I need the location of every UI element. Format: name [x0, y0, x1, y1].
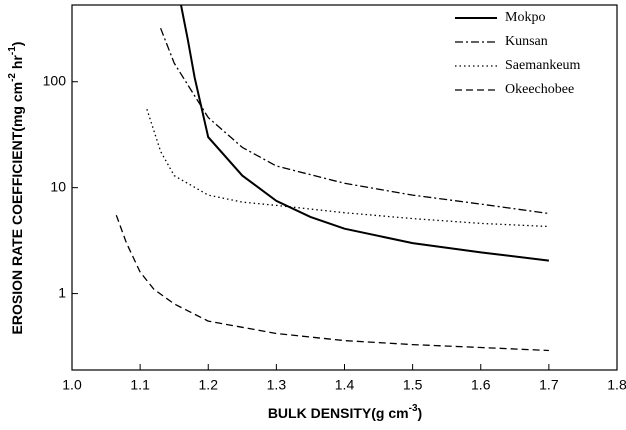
- y-tick-label: 100: [43, 72, 67, 88]
- legend-label: Kunsan: [505, 34, 548, 49]
- series-line: [146, 108, 549, 228]
- x-tick-label: 1.5: [403, 377, 423, 393]
- axis-title-part: hr: [9, 55, 25, 73]
- legend-label: Saemankeum: [505, 58, 581, 73]
- x-tick-label: 1.3: [267, 377, 287, 393]
- x-tick-label: 1.1: [130, 377, 150, 393]
- y-tick-label: 1: [58, 284, 66, 300]
- x-tick-label: 1.8: [607, 377, 626, 393]
- y-tick-label: 10: [50, 178, 66, 194]
- legend-label: Okeechobee: [505, 82, 574, 97]
- x-tick-label: 1.7: [539, 377, 559, 393]
- legend-label: Mokpo: [505, 10, 545, 25]
- axis-title-part: -3: [409, 403, 418, 414]
- y-axis-title: EROSION RATE COEFFICIENT(mg cm-2 hr-1): [7, 42, 25, 335]
- series-line: [159, 27, 549, 215]
- x-axis-title: BULK DENSITY(g cm-3): [268, 403, 422, 421]
- series-line: [180, 5, 550, 262]
- axis-title-part: ): [9, 42, 25, 47]
- axis-title-part: EROSION RATE COEFFICIENT(mg cm: [9, 82, 25, 335]
- x-tick-label: 1.2: [199, 377, 219, 393]
- axis-title-part: ): [418, 405, 423, 421]
- x-tick-label: 1.6: [471, 377, 491, 393]
- series-line: [115, 214, 549, 352]
- axis-title-part: BULK DENSITY(g cm: [268, 405, 409, 421]
- x-tick-label: 1.4: [335, 377, 355, 393]
- x-tick-label: 1.0: [62, 377, 82, 393]
- axis-title-part: -2: [7, 73, 18, 82]
- axis-title-part: -1: [7, 46, 18, 55]
